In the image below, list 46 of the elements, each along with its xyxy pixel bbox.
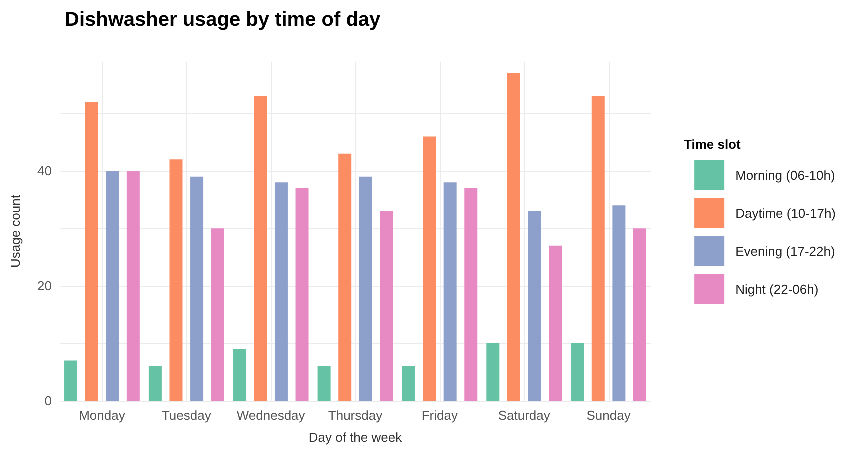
bar <box>85 102 98 401</box>
x-axis-title: Day of the week <box>308 430 403 445</box>
bar <box>190 176 204 401</box>
y-tick-label: 20 <box>38 278 52 294</box>
y-tick-label: 40 <box>38 164 52 179</box>
bar <box>612 206 626 401</box>
x-tick-label: Monday <box>79 408 126 423</box>
x-tick-label: Sunday <box>586 408 632 423</box>
bar <box>549 246 562 401</box>
bar <box>402 366 416 401</box>
bar <box>106 171 120 401</box>
legend-label: Daytime (10-17h) <box>736 206 836 221</box>
bar <box>528 211 542 401</box>
bar <box>274 182 288 401</box>
bar <box>254 96 268 401</box>
legend-title: Time slot <box>684 137 742 152</box>
bar <box>444 182 457 401</box>
bar <box>507 73 520 401</box>
bar <box>296 188 309 401</box>
bar <box>233 349 246 401</box>
bar <box>423 136 436 401</box>
bar <box>359 176 372 401</box>
bar <box>592 96 605 401</box>
bar <box>380 211 394 401</box>
x-tick-label: Friday <box>422 408 458 423</box>
y-tick-label: 0 <box>44 394 52 408</box>
bar <box>211 228 224 401</box>
legend-label: Evening (17-22h) <box>736 244 836 259</box>
bar <box>170 160 183 401</box>
x-tick-label: Wednesday <box>236 408 306 423</box>
x-tick-label: Thursday <box>328 408 384 423</box>
bar <box>64 360 78 401</box>
x-tick-label: Saturday <box>498 408 551 423</box>
y-axis-title: Usage count <box>8 194 23 268</box>
bar <box>633 228 646 401</box>
chart-title: Dishwasher usage by time of day <box>65 9 382 31</box>
bar <box>318 366 331 401</box>
bar <box>338 154 352 401</box>
bar <box>571 344 584 401</box>
bar <box>486 344 500 401</box>
bar <box>148 366 162 401</box>
bar <box>126 171 140 401</box>
legend-label: Night (22-06h) <box>736 282 819 297</box>
legend-label: Morning (06-10h) <box>736 168 836 183</box>
bar <box>464 188 478 401</box>
x-tick-label: Tuesday <box>162 408 212 423</box>
